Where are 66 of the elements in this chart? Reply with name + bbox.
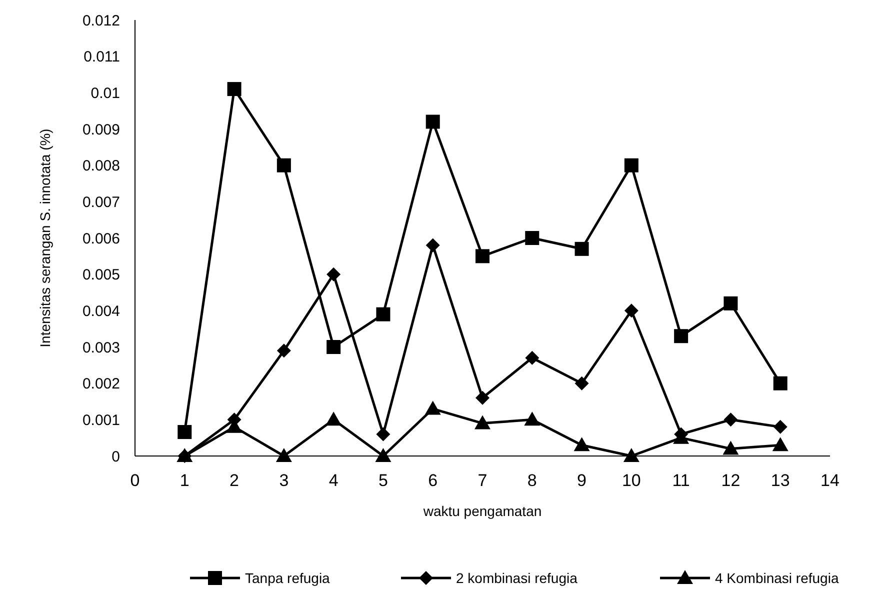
y-tick-label: 0.001 — [82, 412, 120, 429]
point — [178, 425, 192, 440]
point — [773, 420, 788, 434]
x-axis-title: waktu pengamatan — [422, 503, 542, 519]
point — [426, 114, 440, 129]
y-tick-label: 0 — [112, 448, 120, 466]
x-tick-label: 8 — [527, 471, 537, 490]
point — [724, 412, 738, 427]
y-tick-label: 0.012 — [82, 12, 120, 30]
point — [574, 242, 589, 256]
x-tick-label: 0 — [130, 471, 140, 490]
point — [772, 437, 788, 452]
y-tick-label: 0.008 — [82, 158, 120, 175]
point — [624, 304, 638, 318]
point — [724, 296, 738, 310]
x-tick-label: 10 — [622, 471, 641, 490]
y-tick-label: 0.007 — [82, 194, 120, 211]
point — [326, 340, 341, 354]
point — [476, 249, 490, 264]
y-tick-label: 0.009 — [82, 121, 120, 138]
x-tick-label: 4 — [328, 471, 338, 490]
y-tick-label: 0.011 — [84, 48, 120, 66]
x-tick-label: 7 — [478, 471, 488, 490]
point — [426, 238, 440, 252]
point — [525, 350, 540, 365]
y-tick-label: 0.003 — [82, 339, 120, 356]
point — [276, 158, 291, 172]
legend-label: Tanpa refugia — [245, 570, 330, 586]
point — [276, 448, 292, 462]
point — [375, 448, 392, 462]
point — [674, 329, 688, 344]
point — [574, 376, 589, 390]
x-tick-label: 12 — [721, 471, 740, 490]
x-tick-label: 14 — [820, 471, 840, 490]
point — [623, 448, 640, 462]
point — [624, 158, 638, 172]
x-tick-label: 6 — [428, 471, 438, 490]
y-axis-title: Intensitas serangan S. innotata (%) — [37, 128, 53, 348]
x-tick-label: 1 — [180, 471, 190, 490]
point — [376, 427, 390, 442]
point — [326, 267, 341, 282]
x-tick-label: 13 — [770, 471, 790, 490]
x-tick-label: 5 — [378, 471, 388, 490]
point — [227, 82, 242, 96]
point — [773, 376, 788, 390]
point — [326, 412, 342, 426]
point — [276, 344, 291, 358]
point — [525, 231, 540, 245]
point — [474, 415, 490, 430]
x-tick-label: 9 — [577, 471, 587, 490]
y-tick-label: 0.006 — [82, 230, 120, 248]
x-tick-label: 3 — [279, 471, 289, 490]
x-tick-label: 11 — [672, 471, 690, 490]
y-tick-label: 0.002 — [82, 376, 120, 393]
point — [476, 390, 490, 405]
x-tick-label: 2 — [230, 471, 240, 490]
y-tick-label: 0.005 — [82, 266, 120, 284]
point — [722, 440, 739, 455]
legend-label: 2 kombinasi refugia — [456, 570, 578, 586]
point — [574, 437, 590, 452]
point — [376, 307, 390, 322]
legend-label: 4 Kombinasi refugia — [715, 570, 839, 586]
point — [424, 400, 441, 415]
y-tick-label: 0.01 — [90, 84, 120, 102]
point — [524, 412, 540, 426]
y-tick-label: 0.004 — [82, 302, 120, 320]
